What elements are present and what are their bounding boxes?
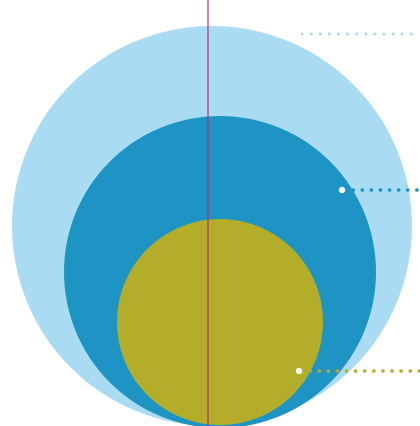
middle-marker-dot	[338, 186, 346, 194]
inner-marker-dot	[295, 367, 303, 375]
outer-marker-dot	[294, 30, 302, 38]
inner-circle	[117, 219, 323, 425]
